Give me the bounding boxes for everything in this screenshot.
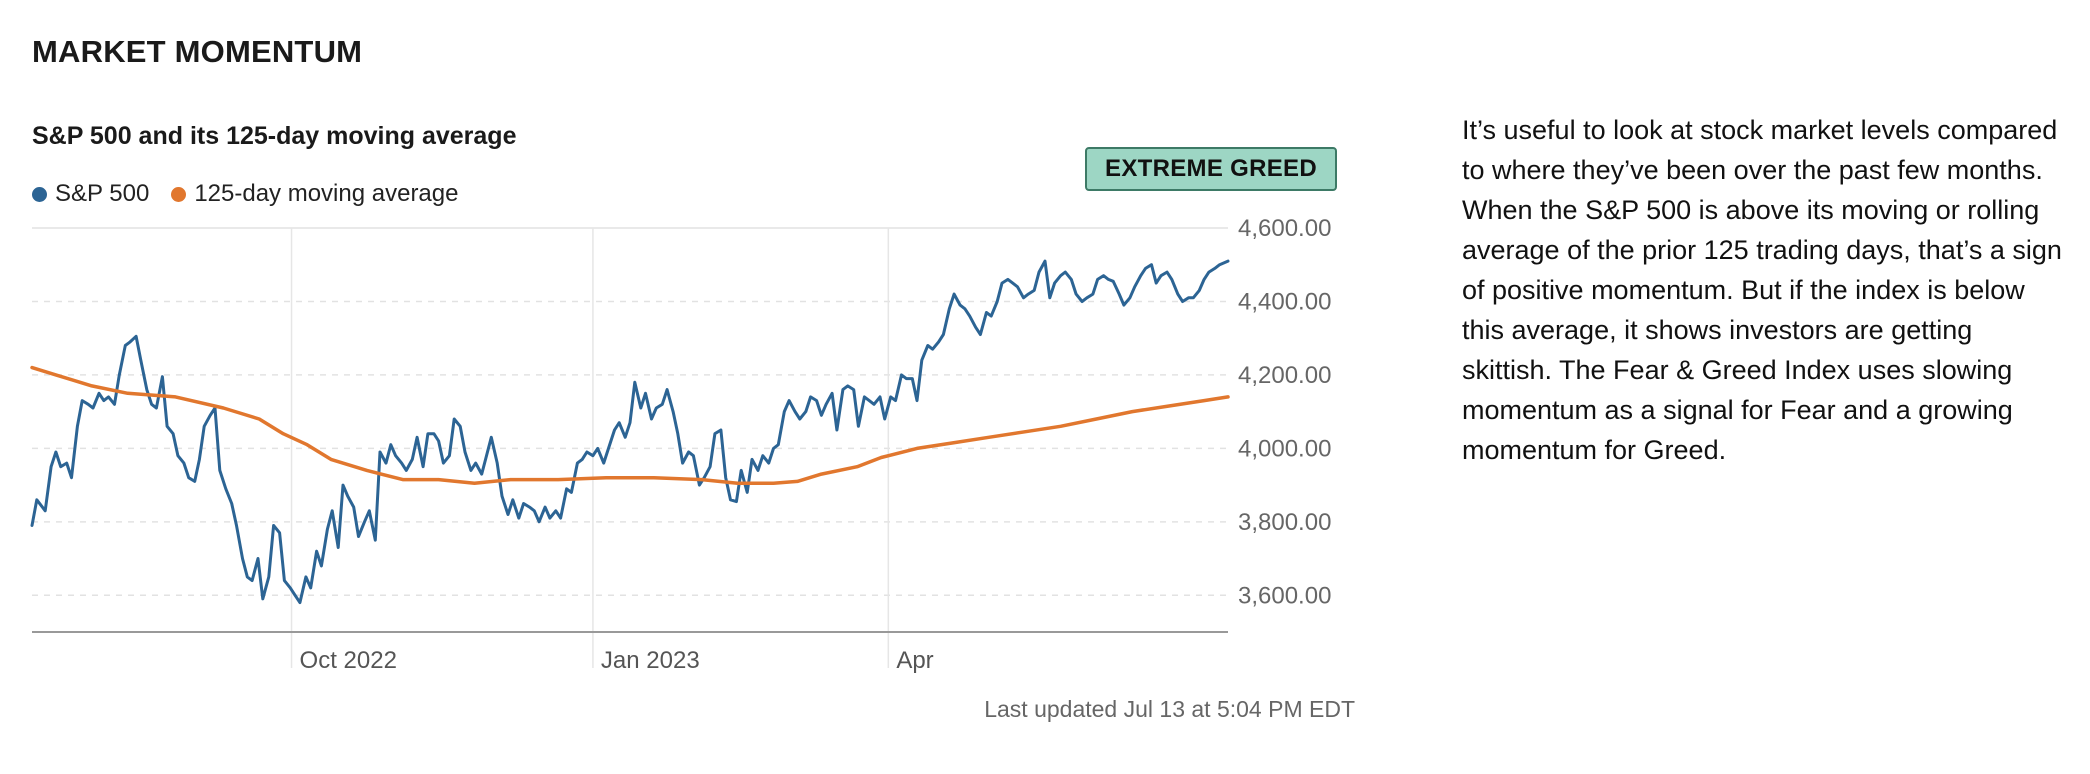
last-updated: Last updated Jul 13 at 5:04 PM EDT <box>984 696 1355 722</box>
y-tick-label: 3,800.00 <box>1238 509 1331 536</box>
x-tick-label: Oct 2022 <box>300 647 397 674</box>
legend-swatch-moving-average <box>171 186 187 202</box>
y-tick-label: 4,200.00 <box>1238 362 1331 389</box>
sp500-line <box>30 259 1230 605</box>
y-tick-label: 3,600.00 <box>1238 582 1331 609</box>
line-chart: 3,600.00 3,800.00 4,000.00 4,200.00 4,400.00… <box>30 215 1331 674</box>
chart-legend: S&P 500 125-day moving average <box>32 180 458 208</box>
legend-label-sp500: S&P 500 <box>55 180 150 207</box>
x-tick-label: Apr <box>896 647 933 674</box>
y-tick-label: 4,000.00 <box>1238 435 1331 462</box>
sentiment-badge: EXTREME GREED <box>1085 147 1337 191</box>
section-title: MARKET MOMENTUM <box>32 34 363 69</box>
chart-title: S&P 500 and its 125-day moving average <box>32 122 517 150</box>
moving-average-line <box>30 365 1230 486</box>
y-tick-label: 4,400.00 <box>1238 288 1331 315</box>
legend-swatch-sp500 <box>32 186 47 202</box>
legend-item-sp500[interactable]: S&P 500 <box>32 180 149 208</box>
legend-label-moving-average: 125-day moving average <box>194 180 459 207</box>
momentum-description: It’s useful to look at stock market leve… <box>1462 115 2062 465</box>
y-tick-label: 4,600.00 <box>1238 215 1331 242</box>
legend-item-moving-average[interactable]: 125-day moving average <box>171 180 458 208</box>
x-tick-label: Jan 2023 <box>601 647 700 674</box>
